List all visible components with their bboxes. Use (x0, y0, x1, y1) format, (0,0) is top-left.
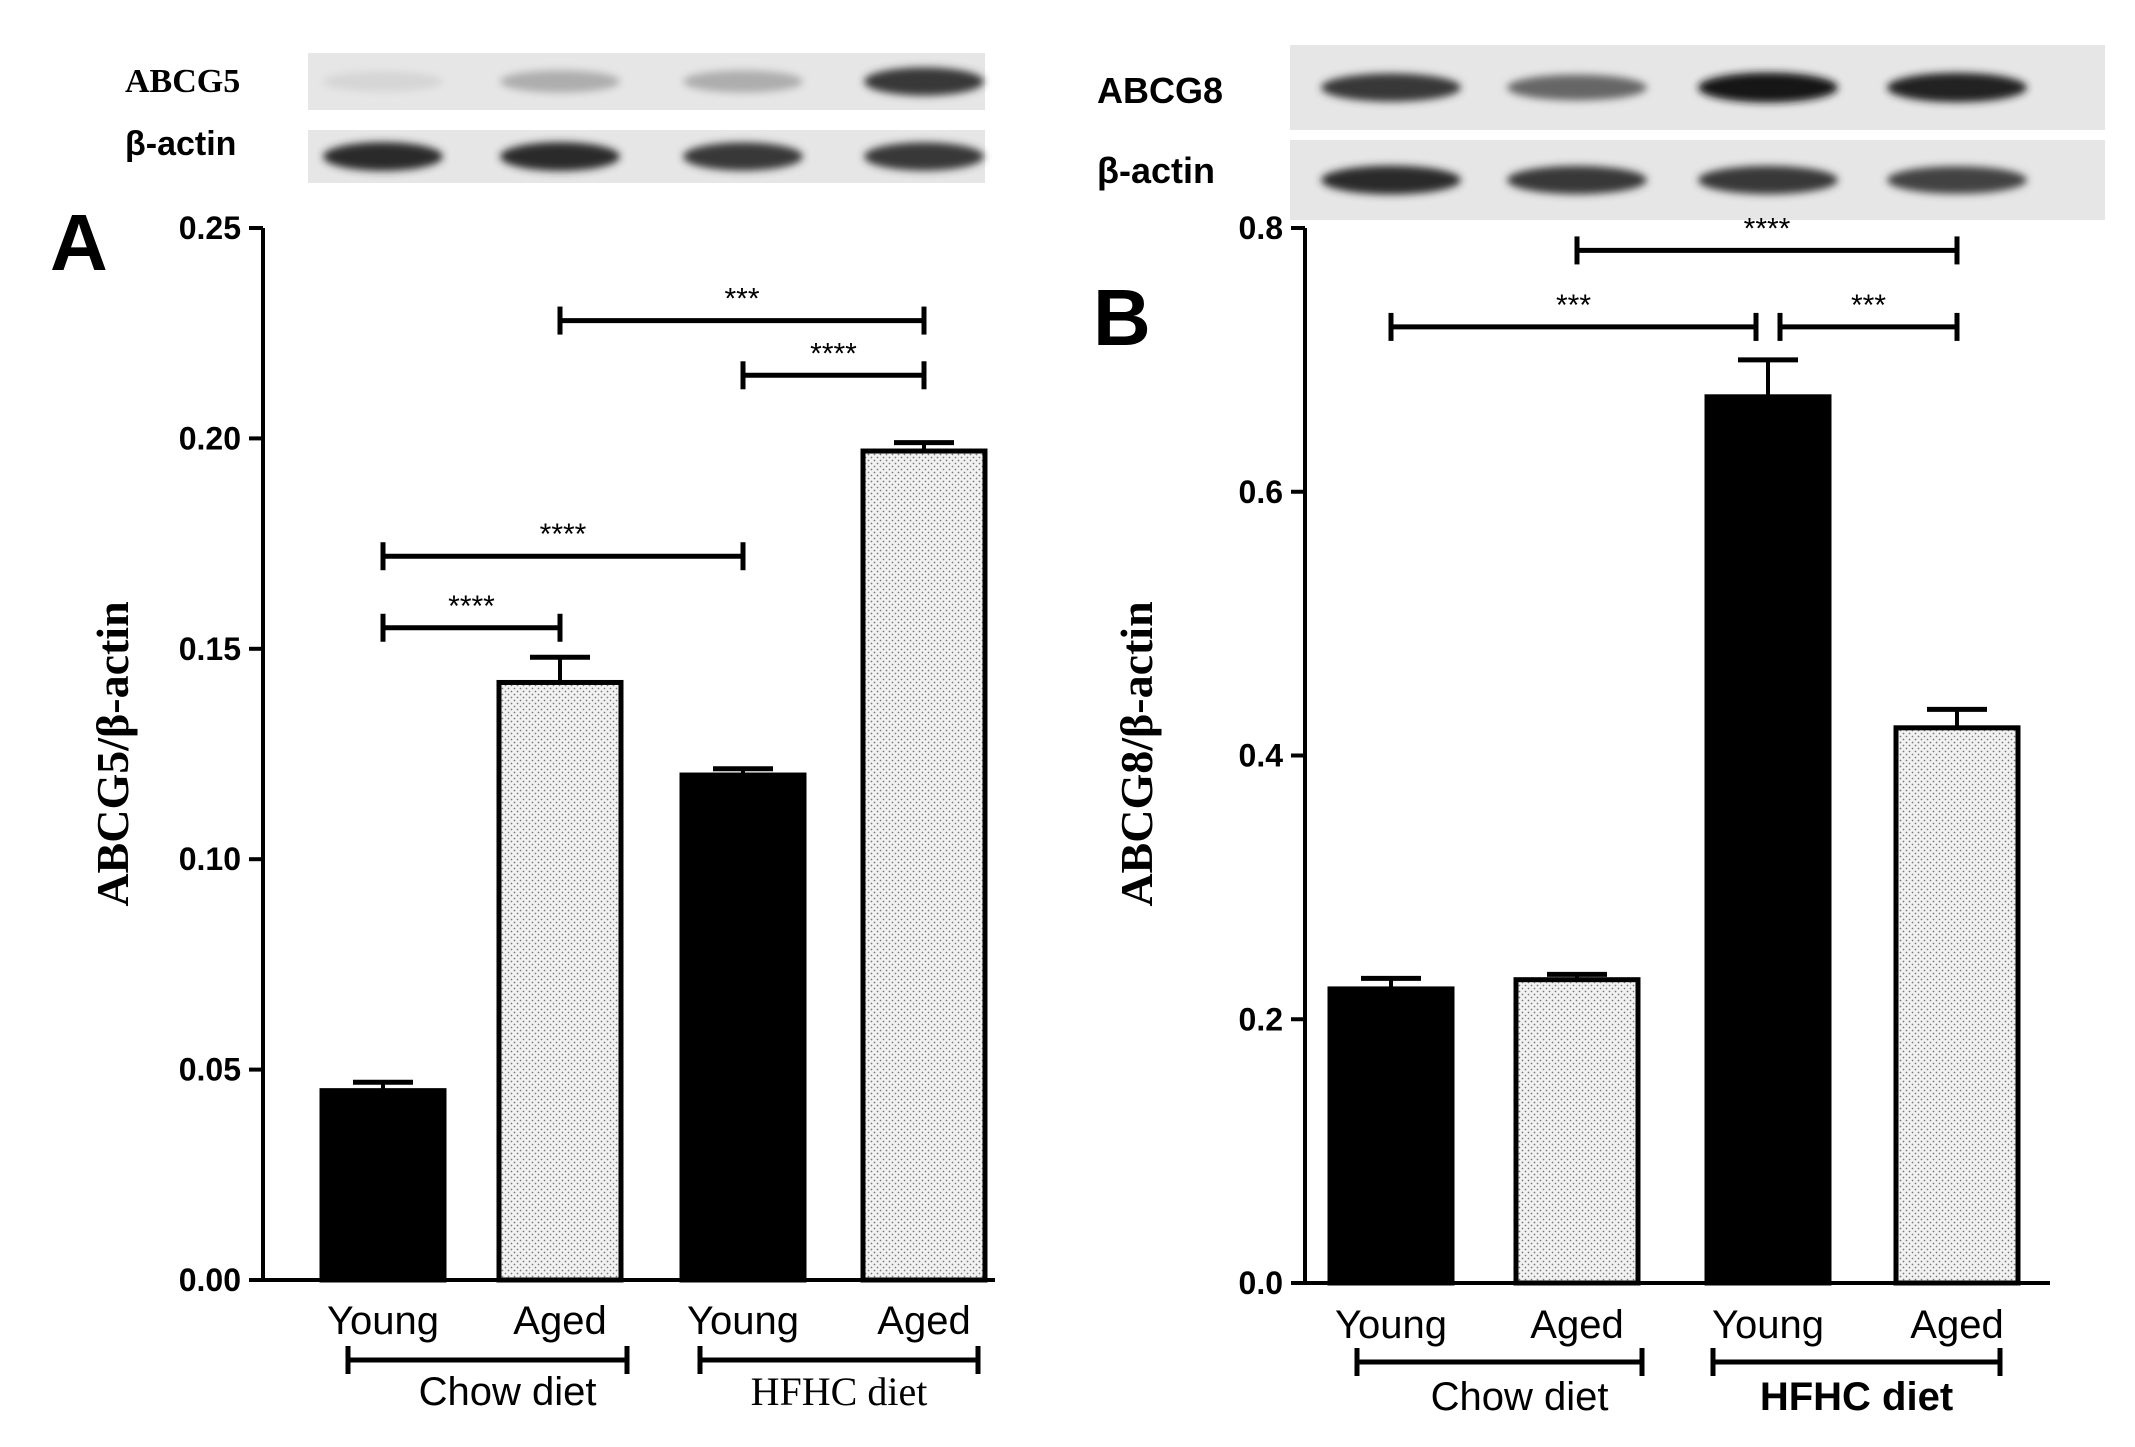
blot-band (1321, 165, 1461, 195)
category-label: Aged (513, 1299, 606, 1343)
blot-band (1321, 73, 1461, 102)
y-tick-label: 0.6 (1239, 474, 1283, 510)
bar (1704, 394, 1832, 1286)
significance-label: **** (1744, 212, 1791, 245)
panel-label: B (1093, 273, 1151, 362)
y-tick-label: 0.25 (179, 210, 241, 246)
blot-strip-1 (1290, 45, 2105, 130)
group-label: HFHC diet (751, 1369, 928, 1414)
bar (319, 1088, 447, 1283)
y-tick-label: 0.0 (1239, 1265, 1283, 1301)
category-label: Young (1335, 1303, 1447, 1347)
group-label: Chow diet (1431, 1375, 1609, 1419)
bar (860, 448, 988, 1283)
bar (679, 772, 807, 1283)
blot-band (1507, 74, 1647, 101)
category-label: Aged (1530, 1303, 1623, 1347)
bar (1893, 725, 2021, 1286)
blot-band (864, 67, 984, 96)
y-axis-label: ABCG8/β-actin (1111, 601, 1162, 906)
category-label: Young (687, 1299, 799, 1343)
blot-label-actin: β-actin (125, 125, 236, 163)
chart-panel-a: ABCG5 β-actin A 0.00 0.05 0.10 0.15 0.20 0.25 ABC… (50, 53, 995, 1414)
group-label: HFHC diet (1760, 1375, 1953, 1419)
blot-band (1887, 72, 2027, 103)
blot-band (1507, 165, 1647, 195)
blot-strip-2 (1290, 140, 2105, 220)
blot-band (500, 142, 620, 171)
significance-label: *** (1851, 289, 1886, 322)
y-axis-label: ABCG5/β-actin (87, 601, 138, 906)
blot-label-target: ABCG5 (125, 63, 240, 100)
blot-band (683, 70, 803, 93)
category-label: Aged (877, 1299, 970, 1343)
significance-label: **** (540, 518, 587, 551)
chart-panel-b: ABCG8 β-actin B 0.0 0.2 0.4 0.6 0.8 ABCG8/β-acti… (1093, 45, 2105, 1419)
y-tick-label: 0.10 (179, 841, 241, 877)
significance-label: **** (810, 337, 857, 370)
blot-band (323, 71, 443, 92)
bar (1513, 977, 1641, 1286)
significance-label: *** (1556, 289, 1591, 322)
blot-band (1887, 166, 2027, 194)
category-label: Young (327, 1299, 439, 1343)
bar (496, 679, 624, 1283)
category-label: Young (1712, 1303, 1824, 1347)
blot-band (323, 142, 443, 171)
y-tick-label: 0.20 (179, 420, 241, 456)
blot-band (864, 142, 984, 171)
blot-label-target: ABCG8 (1097, 70, 1223, 111)
y-tick-label: 0.15 (179, 631, 241, 667)
blot-strip-2 (308, 130, 985, 183)
blot-band (1698, 165, 1838, 195)
category-label: Aged (1910, 1303, 2003, 1347)
blot-band (1698, 72, 1838, 103)
y-tick-label: 0.00 (179, 1262, 241, 1298)
y-tick-label: 0.4 (1239, 738, 1284, 774)
significance-label: **** (448, 590, 495, 623)
blot-label-actin: β-actin (1097, 150, 1215, 191)
bar (1327, 986, 1455, 1286)
blot-band (683, 142, 803, 171)
significance-label: *** (724, 283, 759, 316)
panel-label: A (50, 198, 108, 287)
blot-strip-1 (308, 53, 985, 110)
y-tick-label: 0.8 (1239, 210, 1283, 246)
y-tick-label: 0.05 (179, 1052, 241, 1088)
blot-band (500, 70, 620, 93)
group-label: Chow diet (419, 1370, 597, 1414)
y-tick-label: 0.2 (1239, 1001, 1283, 1037)
